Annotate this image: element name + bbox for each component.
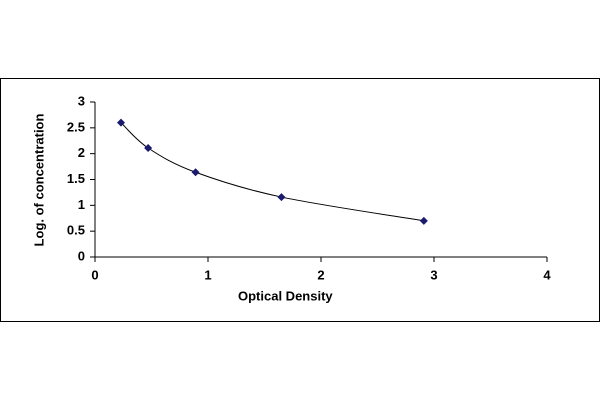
x-tick-label: 1 [204, 267, 211, 282]
y-tick-label: 0.5 [67, 223, 85, 238]
y-axis-label: Log. of concentration [31, 114, 46, 247]
x-tick-label: 4 [543, 267, 551, 282]
data-point [277, 193, 286, 202]
y-tick-label: 0 [78, 248, 85, 263]
x-tick-label: 2 [317, 267, 324, 282]
x-axis-label: Optical Density [238, 288, 333, 303]
x-tick-label: 0 [91, 267, 98, 282]
y-tick-label: 1 [78, 197, 85, 212]
y-tick-label: 3 [78, 93, 85, 108]
data-point [116, 118, 125, 127]
data-point [419, 216, 428, 225]
y-tick-label: 2.5 [67, 119, 85, 134]
data-point [191, 168, 200, 177]
data-point [144, 143, 153, 152]
y-tick-label: 2 [78, 145, 85, 160]
chart-frame [0, 78, 600, 322]
x-tick-label: 3 [430, 267, 437, 282]
fit-curve [120, 122, 424, 222]
y-tick-label: 1.5 [67, 171, 85, 186]
